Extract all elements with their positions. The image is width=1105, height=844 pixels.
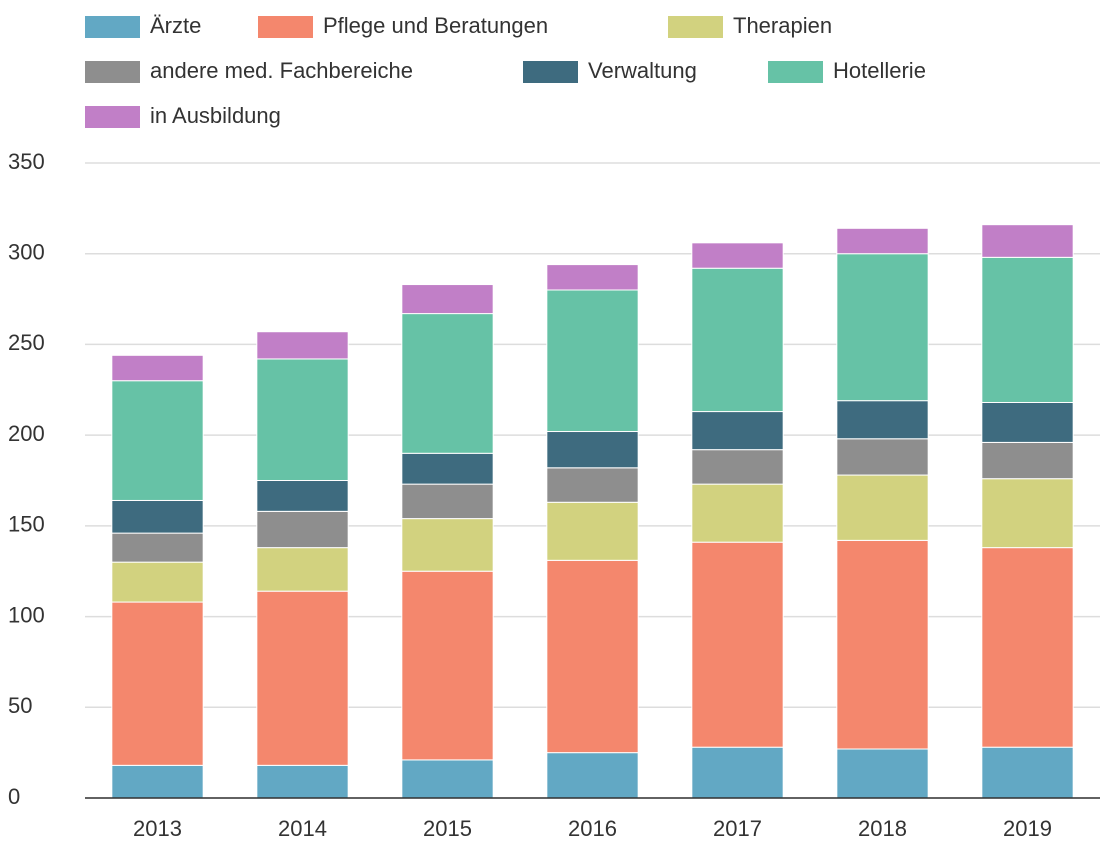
legend-label: andere med. Fachbereiche [150, 58, 413, 83]
y-tick-label: 350 [8, 149, 45, 174]
bar-segment [256, 358, 349, 482]
bar-segment [546, 501, 639, 561]
legend-label: Verwaltung [588, 58, 697, 83]
bar-segment [981, 256, 1074, 403]
bar-segment [546, 264, 639, 291]
x-tick-label: 2013 [133, 816, 182, 841]
bar-segment [401, 452, 494, 485]
bar-segment [111, 499, 204, 534]
bar-segment [546, 289, 639, 433]
bar-segment [111, 561, 204, 603]
bar-segment [836, 539, 929, 750]
bar-segment [546, 467, 639, 503]
y-tick-label: 150 [8, 512, 45, 537]
bar-segment [111, 532, 204, 563]
bar-segment [401, 313, 494, 454]
bar-segment [981, 746, 1074, 799]
bar-segment [256, 764, 349, 799]
bar-segment [981, 401, 1074, 443]
bar-segment [981, 441, 1074, 480]
x-tick-label: 2018 [858, 816, 907, 841]
bar-segment [546, 752, 639, 799]
bar-segment [546, 559, 639, 754]
legend-swatch [85, 61, 140, 83]
bar-segment [256, 510, 349, 549]
legend-swatch [258, 16, 313, 38]
bar-segment [691, 267, 784, 413]
legend-swatch [85, 16, 140, 38]
bar-segment [691, 242, 784, 269]
bar-segment [691, 541, 784, 748]
bar-segment [836, 438, 929, 476]
y-tick-label: 50 [8, 693, 32, 718]
bar-segment [546, 431, 639, 469]
x-tick-label: 2014 [278, 816, 327, 841]
bar-segment [401, 759, 494, 799]
bar-segment [981, 224, 1074, 258]
legend-label: Pflege und Beratungen [323, 13, 548, 38]
bar-segment [256, 331, 349, 360]
bar-segment [836, 400, 929, 440]
bar-segment [256, 480, 349, 512]
y-tick-label: 0 [8, 784, 20, 809]
x-tick-label: 2019 [1003, 816, 1052, 841]
bar-segment [111, 601, 204, 766]
y-tick-label: 200 [8, 421, 45, 446]
legend-swatch [85, 106, 140, 128]
legend-swatch [768, 61, 823, 83]
legend-label: Hotellerie [833, 58, 926, 83]
bar-segment [981, 547, 1074, 748]
bar-segment [836, 748, 929, 799]
y-tick-label: 300 [8, 240, 45, 265]
bar-segment [836, 253, 929, 402]
legend-label: Therapien [733, 13, 832, 38]
bar-segment [111, 354, 204, 382]
bar-segment [401, 284, 494, 315]
y-tick-label: 250 [8, 330, 45, 355]
bar-segment [691, 483, 784, 543]
x-tick-label: 2017 [713, 816, 762, 841]
legend-swatch [523, 61, 578, 83]
bar-segment [691, 449, 784, 485]
bar-segment [256, 547, 349, 592]
bar-segment [401, 483, 494, 520]
legend-swatch [668, 16, 723, 38]
x-tick-label: 2015 [423, 816, 472, 841]
legend-label: in Ausbildung [150, 103, 281, 128]
bar-segment [836, 474, 929, 541]
bar-segment [401, 570, 494, 761]
y-tick-label: 100 [8, 602, 45, 627]
x-tick-label: 2016 [568, 816, 617, 841]
bar-segment [691, 746, 784, 799]
bar-segment [111, 380, 204, 501]
bar-segment [691, 411, 784, 451]
bar-segment [401, 518, 494, 572]
bar-segment [981, 478, 1074, 549]
bar-segment [256, 590, 349, 766]
bar-segment [836, 227, 929, 255]
bar-segment [111, 764, 204, 799]
legend-label: Ärzte [150, 13, 201, 38]
